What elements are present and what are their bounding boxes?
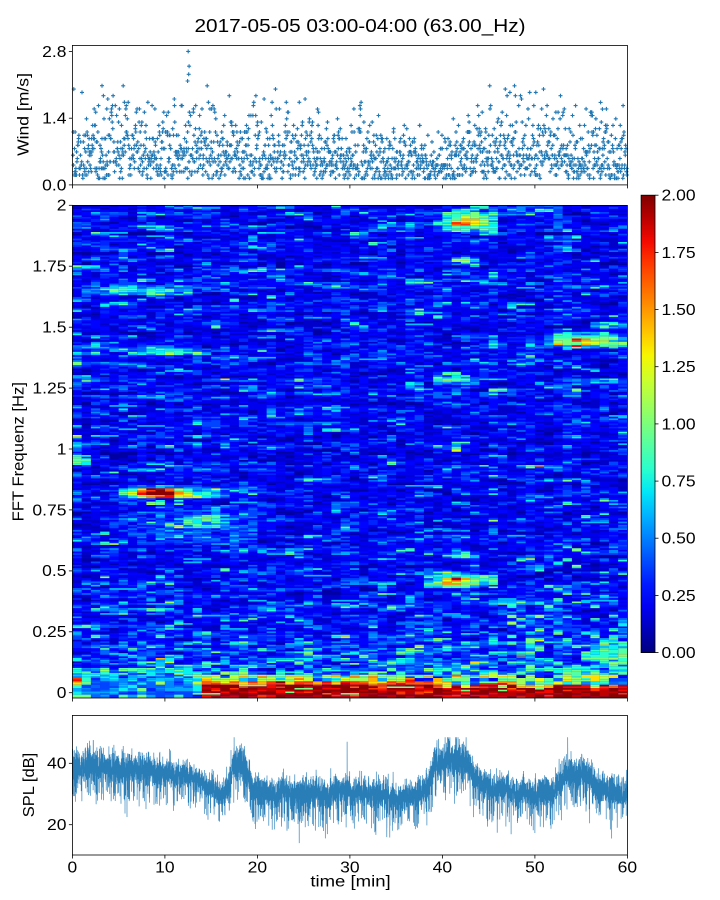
svg-text:2017-05-05 03:00-04:00 (63.00_: 2017-05-05 03:00-04:00 (63.00_Hz) <box>195 15 526 37</box>
svg-text:1.25: 1.25 <box>662 359 696 376</box>
svg-text:1.4: 1.4 <box>42 111 67 128</box>
svg-text:0: 0 <box>68 860 78 877</box>
svg-text:20: 20 <box>248 860 268 877</box>
svg-text:1.75: 1.75 <box>32 259 66 276</box>
svg-text:1: 1 <box>57 441 67 458</box>
svg-text:20: 20 <box>47 817 67 834</box>
svg-text:50: 50 <box>525 860 545 877</box>
svg-text:0.25: 0.25 <box>32 624 66 641</box>
svg-text:2.00: 2.00 <box>662 188 696 205</box>
svg-text:0: 0 <box>57 685 67 702</box>
svg-text:0.5: 0.5 <box>42 563 66 580</box>
svg-text:10: 10 <box>155 860 175 877</box>
svg-text:0.0: 0.0 <box>42 177 66 194</box>
svg-text:1.00: 1.00 <box>662 416 696 433</box>
svg-text:60: 60 <box>618 860 638 877</box>
svg-text:0.00: 0.00 <box>662 645 696 662</box>
svg-text:40: 40 <box>47 756 67 773</box>
svg-text:2: 2 <box>57 198 67 215</box>
svg-text:time [min]: time [min] <box>310 874 390 891</box>
svg-text:Wind [m/s]: Wind [m/s] <box>16 73 33 156</box>
svg-text:1.5: 1.5 <box>42 320 66 337</box>
svg-text:30: 30 <box>340 860 360 877</box>
svg-text:40: 40 <box>433 860 453 877</box>
svg-text:0.25: 0.25 <box>662 588 696 605</box>
svg-text:0.50: 0.50 <box>662 531 696 548</box>
svg-text:0.75: 0.75 <box>32 502 66 519</box>
svg-text:1.75: 1.75 <box>662 245 696 262</box>
svg-text:FFT Frequenz [Hz]: FFT Frequenz [Hz] <box>11 382 28 521</box>
svg-text:1.50: 1.50 <box>662 302 696 319</box>
svg-text:0.75: 0.75 <box>662 474 696 491</box>
svg-text:2.8: 2.8 <box>42 44 66 61</box>
svg-text:1.25: 1.25 <box>32 381 66 398</box>
svg-text:SPL [dB]: SPL [dB] <box>21 753 38 818</box>
